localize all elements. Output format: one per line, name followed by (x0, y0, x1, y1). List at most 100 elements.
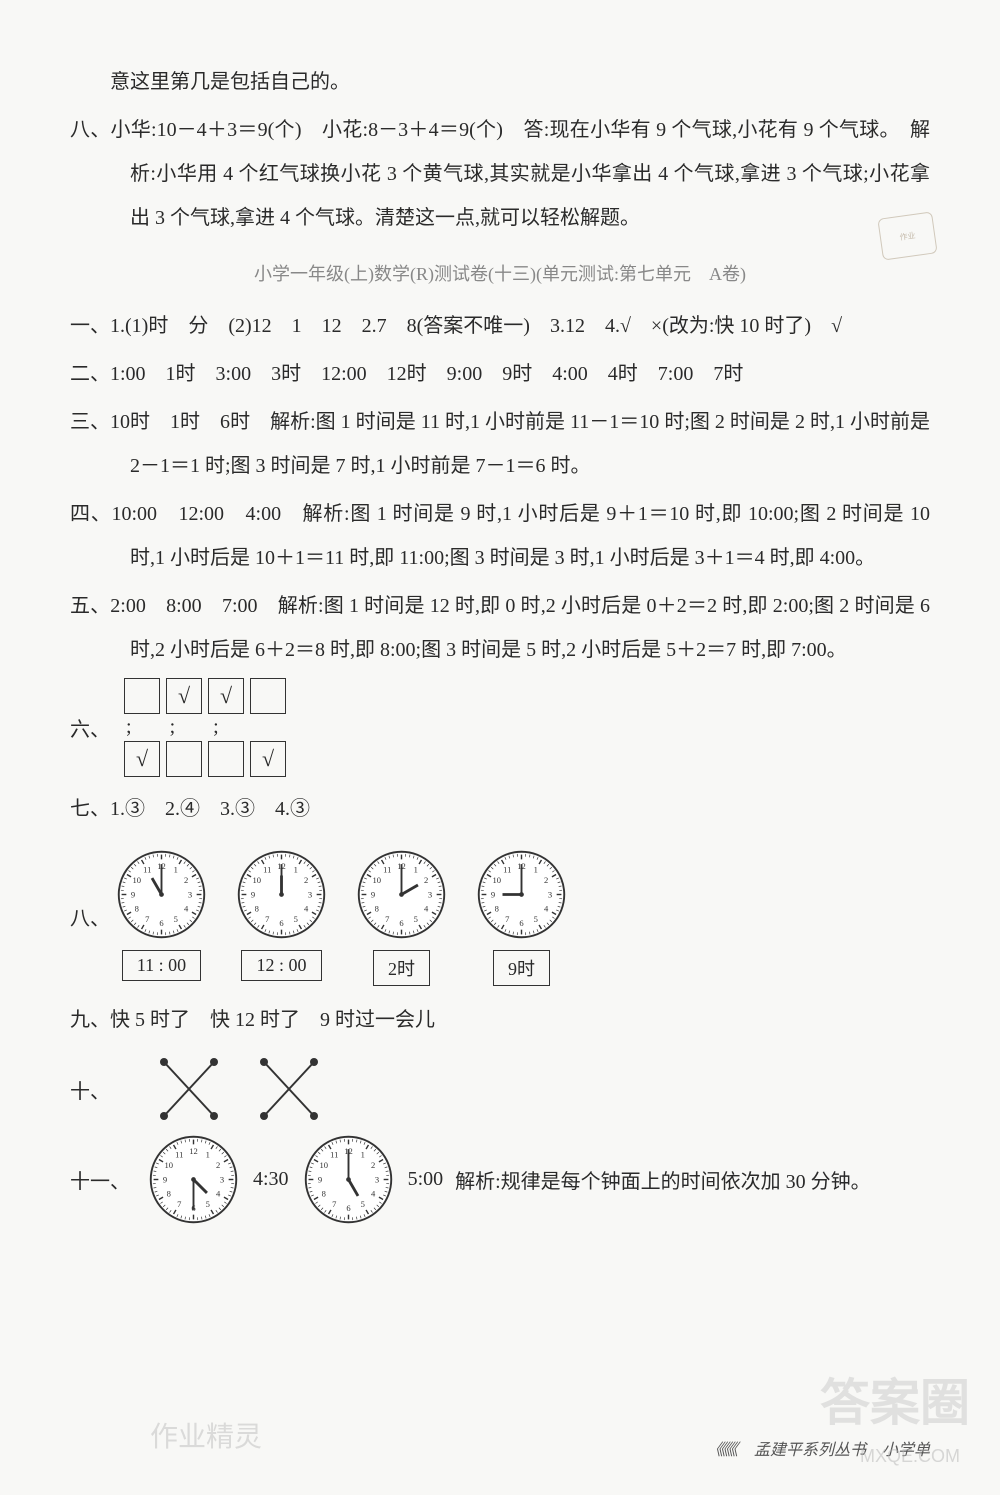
q6-box (124, 678, 160, 714)
q11-analysis: 解析:规律是每个钟面上的时间依次加 30 分钟。 (455, 1165, 871, 1194)
answer-q3: 三、10时 1时 6时 解析:图 1 时间是 11 时,1 小时前是 11－1＝… (70, 400, 930, 488)
answer-q4: 四、10:00 12:00 4:00 解析:图 1 时间是 9 时,1 小时后是… (70, 492, 930, 580)
svg-text:3: 3 (374, 1174, 378, 1184)
svg-text:6: 6 (279, 918, 284, 928)
svg-text:5: 5 (414, 914, 418, 924)
svg-text:1: 1 (174, 865, 178, 875)
svg-text:1: 1 (206, 1150, 210, 1160)
svg-text:1: 1 (534, 865, 538, 875)
clock-time-label: 2时 (373, 950, 430, 986)
svg-text:11: 11 (330, 1150, 338, 1160)
answer-q10: 十、 (70, 1046, 930, 1132)
clock-icon: 123456789101112 (234, 847, 329, 942)
svg-text:2: 2 (424, 875, 428, 885)
q6-label: 六、 (70, 713, 110, 742)
section-8-top: 八、小华:10－4＋3＝9(个) 小花:8－3＋4＝9(个) 答:现在小华有 9… (70, 108, 930, 240)
q11-time2: 5:00 (408, 1168, 444, 1191)
svg-text:2: 2 (371, 1160, 375, 1170)
svg-text:2: 2 (216, 1160, 220, 1170)
svg-text:12: 12 (189, 1146, 198, 1156)
svg-text:7: 7 (145, 914, 150, 924)
svg-text:4: 4 (371, 1189, 376, 1199)
clock-icon: 123456789101112 (146, 1132, 241, 1227)
svg-text:4: 4 (544, 904, 549, 914)
clock-icon: 123456789101112 (114, 847, 209, 942)
svg-text:10: 10 (493, 875, 502, 885)
q6-box: √ (166, 678, 202, 714)
answer-q9: 九、快 5 时了 快 12 时了 9 时过一会儿 (70, 998, 930, 1042)
answer-q6: 六、 √ √ ; ; ; √ √ (70, 676, 930, 779)
svg-text:3: 3 (308, 889, 312, 899)
q6-box (208, 741, 244, 777)
svg-text:11: 11 (175, 1150, 183, 1160)
footer-arrow-icon: 《《《《 (707, 1442, 735, 1459)
svg-text:8: 8 (167, 1189, 171, 1199)
svg-text:4: 4 (216, 1189, 221, 1199)
svg-text:1: 1 (360, 1150, 364, 1160)
q11-label: 十一、 (70, 1165, 130, 1194)
clock-icon: 123456789101112 (474, 847, 569, 942)
svg-text:3: 3 (548, 889, 552, 899)
svg-text:4: 4 (184, 904, 189, 914)
svg-text:5: 5 (534, 914, 538, 924)
clock-time-label: 9时 (493, 950, 550, 986)
svg-text:6: 6 (159, 918, 164, 928)
svg-text:3: 3 (220, 1174, 224, 1184)
svg-text:9: 9 (317, 1174, 321, 1184)
clock-item: 1234567891011122时 (354, 847, 449, 986)
svg-text:8: 8 (321, 1189, 325, 1199)
clock-item: 12345678910111211 : 00 (114, 847, 209, 981)
svg-text:7: 7 (332, 1199, 337, 1209)
svg-text:5: 5 (206, 1199, 210, 1209)
q6-box (166, 741, 202, 777)
svg-text:2: 2 (304, 875, 308, 885)
svg-text:7: 7 (385, 914, 390, 924)
svg-text:1: 1 (414, 865, 418, 875)
answer-q2: 二、1:00 1时 3:00 3时 12:00 12时 9:00 9时 4:00… (70, 352, 930, 396)
svg-text:2: 2 (544, 875, 548, 885)
svg-text:8: 8 (375, 904, 379, 914)
svg-text:8: 8 (495, 904, 499, 914)
svg-text:10: 10 (319, 1160, 328, 1170)
svg-text:9: 9 (491, 889, 495, 899)
q6-box: √ (250, 741, 286, 777)
svg-text:2: 2 (184, 875, 188, 885)
matching-diagram (144, 1054, 344, 1124)
answer-q1: 一、1.(1)时 分 (2)12 1 12 2.7 8(答案不唯一) 3.12 … (70, 304, 930, 348)
svg-text:9: 9 (163, 1174, 167, 1184)
q8-label: 八、 (70, 902, 110, 931)
svg-text:6: 6 (519, 918, 524, 928)
q10-label: 十、 (70, 1075, 110, 1104)
svg-text:8: 8 (135, 904, 139, 914)
svg-text:7: 7 (505, 914, 510, 924)
svg-text:4: 4 (424, 904, 429, 914)
stamp-decoration: 作业 (877, 211, 937, 260)
q6-box: √ (208, 678, 244, 714)
svg-text:8: 8 (255, 904, 259, 914)
clock-time-label: 12 : 00 (241, 950, 321, 981)
answer-q5: 五、2:00 8:00 7:00 解析:图 1 时间是 12 时,即 0 时,2… (70, 584, 930, 672)
clock-item: 12345678910111212 : 00 (234, 847, 329, 981)
q6-box: √ (124, 741, 160, 777)
svg-text:9: 9 (371, 889, 375, 899)
svg-text:7: 7 (265, 914, 270, 924)
watermark-url: MXQE.COM (860, 1446, 960, 1467)
svg-text:5: 5 (360, 1199, 364, 1209)
answer-q7: 七、1.③ 2.④ 3.③ 4.③ (70, 787, 930, 831)
svg-text:11: 11 (503, 865, 511, 875)
svg-text:9: 9 (251, 889, 255, 899)
clock-item: 1234567891011129时 (474, 847, 569, 986)
clock-icon: 123456789101112 (354, 847, 449, 942)
svg-text:5: 5 (174, 914, 178, 924)
svg-text:10: 10 (133, 875, 142, 885)
faint-watermark: 作业精灵 (150, 1415, 262, 1455)
svg-text:10: 10 (165, 1160, 174, 1170)
svg-text:4: 4 (304, 904, 309, 914)
test-title: 小学一年级(上)数学(R)测试卷(十三)(单元测试:第七单元 A卷) (70, 260, 930, 286)
clock-icon: 123456789101112 (301, 1132, 396, 1227)
svg-text:3: 3 (428, 889, 432, 899)
svg-text:11: 11 (143, 865, 151, 875)
clock-time-label: 11 : 00 (122, 950, 201, 981)
svg-text:1: 1 (294, 865, 298, 875)
svg-text:11: 11 (263, 865, 271, 875)
